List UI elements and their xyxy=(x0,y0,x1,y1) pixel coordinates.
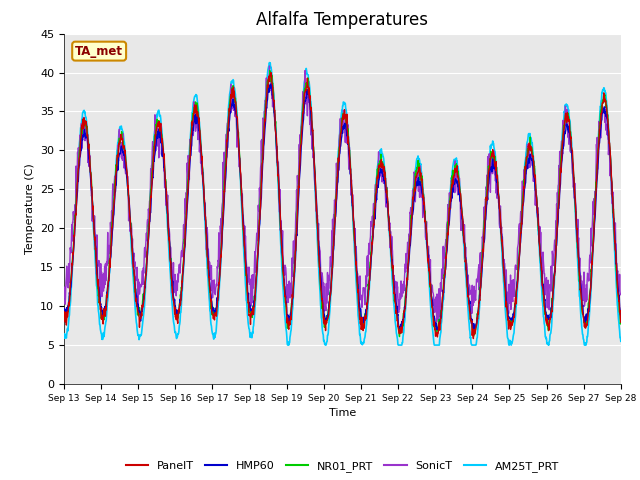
AM25T_PRT xyxy=(246,335,254,340)
AM25T_PRT xyxy=(170,323,178,329)
SonicT xyxy=(266,63,273,69)
AM25T_PRT xyxy=(266,60,273,65)
PanelT xyxy=(267,70,275,75)
AM25T_PRT xyxy=(552,261,559,267)
NR01_PRT xyxy=(617,317,625,323)
HMP60 xyxy=(552,261,559,266)
NR01_PRT xyxy=(502,299,510,304)
HMP60 xyxy=(429,309,437,314)
PanelT xyxy=(184,189,191,195)
SonicT xyxy=(60,294,68,300)
PanelT xyxy=(246,312,254,318)
SonicT xyxy=(429,290,437,296)
NR01_PRT xyxy=(429,319,437,324)
AM25T_PRT xyxy=(617,338,625,344)
SonicT xyxy=(617,291,625,297)
HMP60 xyxy=(60,308,68,314)
Y-axis label: Temperature (C): Temperature (C) xyxy=(24,163,35,254)
Line: SonicT: SonicT xyxy=(64,66,621,322)
AM25T_PRT xyxy=(502,317,510,323)
PanelT xyxy=(429,312,437,318)
Line: NR01_PRT: NR01_PRT xyxy=(64,71,621,336)
Title: Alfalfa Temperatures: Alfalfa Temperatures xyxy=(257,11,428,29)
HMP60 xyxy=(470,328,478,334)
X-axis label: Time: Time xyxy=(329,408,356,418)
HMP60 xyxy=(617,313,625,319)
Text: TA_met: TA_met xyxy=(75,45,123,58)
PanelT xyxy=(60,313,68,319)
AM25T_PRT xyxy=(184,180,191,186)
NR01_PRT xyxy=(170,302,178,308)
SonicT xyxy=(246,276,254,282)
AM25T_PRT xyxy=(429,336,437,342)
HMP60 xyxy=(267,81,275,87)
NR01_PRT xyxy=(60,306,68,312)
PanelT xyxy=(617,319,625,325)
AM25T_PRT xyxy=(60,331,68,337)
NR01_PRT xyxy=(246,308,254,313)
NR01_PRT xyxy=(396,334,403,339)
SonicT xyxy=(552,238,559,243)
Line: AM25T_PRT: AM25T_PRT xyxy=(64,62,621,345)
NR01_PRT xyxy=(266,68,274,73)
SonicT xyxy=(433,319,440,324)
PanelT xyxy=(502,299,510,304)
SonicT xyxy=(184,173,191,179)
HMP60 xyxy=(170,299,178,304)
SonicT xyxy=(170,273,178,279)
HMP60 xyxy=(184,195,191,201)
SonicT xyxy=(502,267,510,273)
HMP60 xyxy=(502,295,510,300)
Legend: PanelT, HMP60, NR01_PRT, SonicT, AM25T_PRT: PanelT, HMP60, NR01_PRT, SonicT, AM25T_P… xyxy=(122,457,563,477)
PanelT xyxy=(470,336,477,341)
Line: PanelT: PanelT xyxy=(64,72,621,338)
NR01_PRT xyxy=(184,178,191,184)
AM25T_PRT xyxy=(284,342,291,348)
HMP60 xyxy=(246,303,254,309)
Line: HMP60: HMP60 xyxy=(64,84,621,331)
NR01_PRT xyxy=(552,253,559,259)
PanelT xyxy=(552,259,559,264)
PanelT xyxy=(170,305,178,311)
